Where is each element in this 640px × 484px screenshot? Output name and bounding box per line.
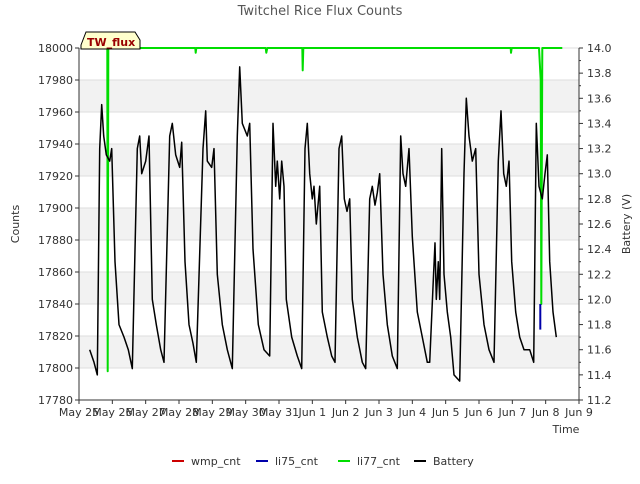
x-tick-label: May 28 xyxy=(159,406,199,419)
plot-band xyxy=(79,240,579,272)
x-tick-label: May 27 xyxy=(126,406,166,419)
plot-band xyxy=(79,368,579,400)
y2-tick-label: 13.2 xyxy=(587,143,612,156)
x-tick-label: Jun 2 xyxy=(331,406,360,419)
x-tick-label: May 26 xyxy=(92,406,132,419)
x-tick-label: Jun 9 xyxy=(564,406,593,419)
y2-tick-label: 12.8 xyxy=(587,193,612,206)
plot-band xyxy=(79,336,579,368)
y-tick-label: 17780 xyxy=(38,394,73,407)
y2-tick-label: 13.6 xyxy=(587,92,612,105)
y-tick-label: 17860 xyxy=(38,266,73,279)
legend-label-wmp_cnt: wmp_cnt xyxy=(191,455,241,468)
y2-tick-label: 13.0 xyxy=(587,168,612,181)
y2-tick-label: 12.0 xyxy=(587,293,612,306)
plot-band xyxy=(79,272,579,304)
series-line-Battery xyxy=(88,66,558,382)
plot-band xyxy=(79,176,579,208)
y2-tick-label: 12.2 xyxy=(587,268,612,281)
x-tick-label: Jun 3 xyxy=(364,406,393,419)
x-tick-label: Jun 7 xyxy=(497,406,526,419)
plot-band xyxy=(79,112,579,144)
plot-band xyxy=(79,144,579,176)
x-tick-label: Jun 5 xyxy=(431,406,460,419)
legend-label-li77_cnt: li77_cnt xyxy=(357,455,401,468)
annotation-label: TW_flux xyxy=(87,36,135,49)
y2-tick-label: 13.4 xyxy=(587,117,612,130)
y-tick-label: 17820 xyxy=(38,330,73,343)
x-tick-label: Jun 8 xyxy=(531,406,560,419)
x-tick-label: Jun 4 xyxy=(397,406,426,419)
y-tick-label: 17960 xyxy=(38,106,73,119)
plot-band xyxy=(79,48,579,80)
x-tick-label: May 30 xyxy=(226,406,266,419)
x-tick-label: Jun 6 xyxy=(464,406,493,419)
y2-tick-label: 12.4 xyxy=(587,243,612,256)
legend-label-li75_cnt: li75_cnt xyxy=(275,455,319,468)
y-tick-label: 17840 xyxy=(38,298,73,311)
plot-band xyxy=(79,80,579,112)
plot-band xyxy=(79,208,579,240)
y-tick-label: 17980 xyxy=(38,74,73,87)
y-tick-label: 18000 xyxy=(38,42,73,55)
y2-tick-label: 11.4 xyxy=(587,369,612,382)
x-tick-label: May 29 xyxy=(192,406,232,419)
y2-tick-label: 11.8 xyxy=(587,319,612,332)
x-axis-label: Time xyxy=(552,423,580,436)
x-tick-label: May 25 xyxy=(59,406,99,419)
y-tick-label: 17920 xyxy=(38,170,73,183)
y-axis-label: Counts xyxy=(9,205,22,244)
y2-axis-label: Battery (V) xyxy=(620,194,633,254)
y2-tick-label: 11.6 xyxy=(587,344,612,357)
axes: 17780 17800 17820 17840 17860 17880 17900 17920… xyxy=(38,42,612,419)
chart-title: Twitchel Rice Flux Counts xyxy=(237,4,403,19)
legend: wmp_cnt li75_cnt li77_cnt Battery xyxy=(172,455,474,468)
y-tick-label: 17880 xyxy=(38,234,73,247)
annotation-box: TW_flux xyxy=(80,31,141,50)
legend-label-Battery: Battery xyxy=(433,455,474,468)
y2-tick-label: 13.8 xyxy=(587,67,612,80)
x-tick-label: May 31 xyxy=(259,406,299,419)
y2-tick-label: 12.6 xyxy=(587,218,612,231)
y-tick-label: 17900 xyxy=(38,202,73,215)
y2-tick-label: 14.0 xyxy=(587,42,612,55)
y-tick-label: 17940 xyxy=(38,138,73,151)
y2-tick-label: 11.2 xyxy=(587,394,612,407)
x-tick-label: Jun 1 xyxy=(297,406,326,419)
y-tick-label: 17800 xyxy=(38,362,73,375)
